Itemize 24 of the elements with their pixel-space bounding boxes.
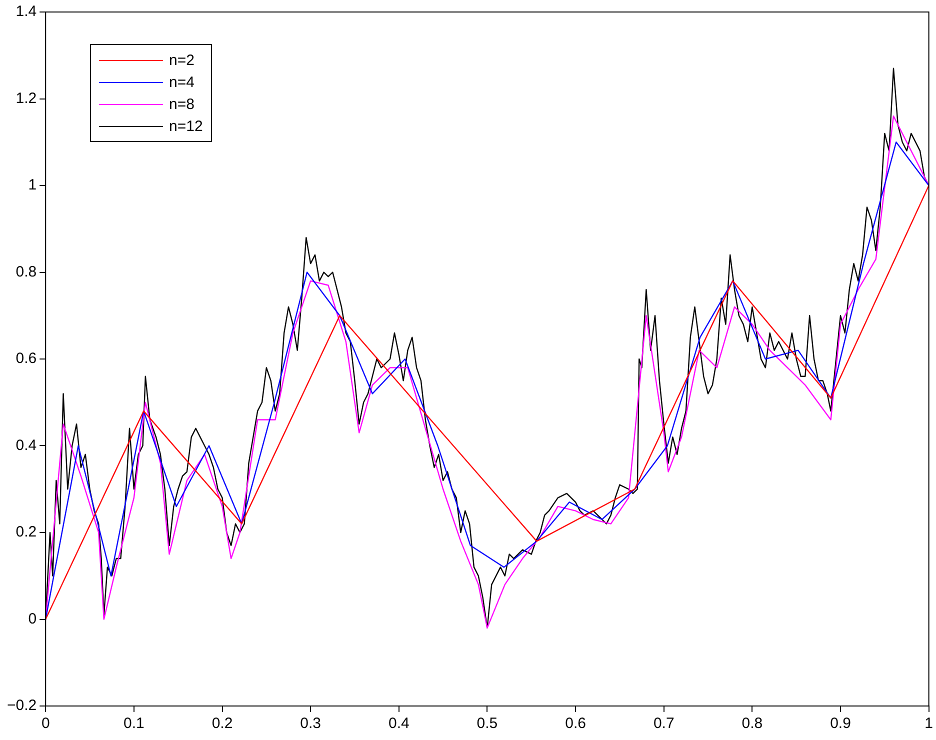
x-tick-label: 0.6: [565, 715, 586, 732]
x-tick-label: 0.8: [742, 715, 763, 732]
legend-label: n=8: [169, 96, 194, 112]
y-tick-label: 0.2: [16, 524, 37, 541]
y-tick-label: 1.2: [16, 90, 37, 107]
x-tick-label: 0.4: [388, 715, 410, 732]
y-tick-label: 0: [28, 610, 37, 628]
legend-label: n=4: [169, 74, 194, 90]
legend-label: n=2: [169, 52, 194, 68]
x-tick-label: 0.1: [124, 715, 144, 732]
y-tick-label: 0.4: [16, 436, 37, 454]
x-tick-label: 0.3: [300, 715, 322, 732]
x-tick-label: 0.5: [476, 715, 498, 732]
y-tick-label: −0.2: [6, 697, 37, 714]
x-tick-label: 0: [41, 715, 50, 732]
x-tick-label: 1: [924, 715, 933, 732]
y-tick-label: 0.8: [16, 263, 37, 280]
y-tick-label: 1.4: [16, 3, 37, 20]
x-tick-label: 0.2: [212, 715, 233, 732]
x-tick-label: 0.7: [653, 715, 674, 732]
y-tick-label: 1: [28, 176, 37, 194]
legend-label: n=12: [169, 118, 203, 134]
y-tick-label: 0.6: [16, 350, 37, 368]
x-tick-label: 0.9: [830, 715, 851, 732]
